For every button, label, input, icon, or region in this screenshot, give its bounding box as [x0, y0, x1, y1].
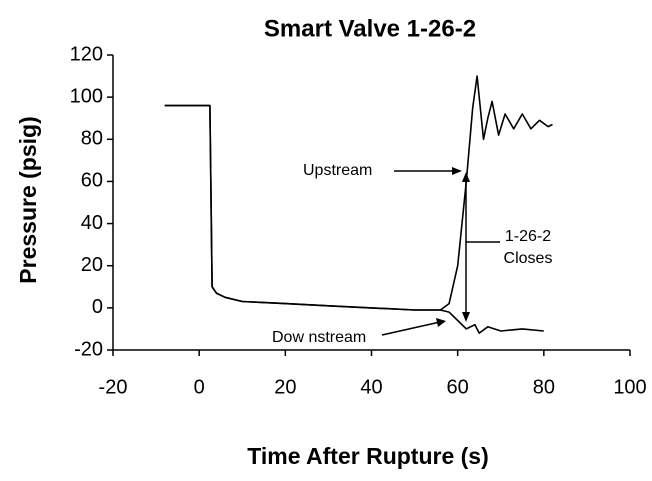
y-tick-label: 80 [81, 128, 103, 150]
x-tick-label: 40 [360, 376, 382, 398]
y-tick-label: -20 [74, 338, 103, 360]
x-tick-label: -20 [99, 376, 128, 398]
arrow-head [452, 167, 462, 175]
annotation: Closes [504, 250, 553, 267]
y-axis-label: Pressure (psig) [15, 116, 41, 283]
x-axis-label: Time After Rupture (s) [247, 443, 489, 469]
annotation: Upstream [303, 162, 372, 179]
x-tick-label: 80 [533, 376, 555, 398]
annotation: Dow nstream [272, 329, 366, 346]
y-tick-label: 100 [70, 85, 103, 107]
x-tick-label: 100 [613, 376, 646, 398]
arrow-head [436, 318, 446, 327]
y-tick-label: 60 [81, 170, 103, 192]
y-tick-label: 120 [70, 43, 103, 65]
arrow [381, 321, 441, 336]
y-tick-label: 40 [81, 212, 103, 234]
chart-title: Smart Valve 1-26-2 [264, 15, 476, 42]
y-tick-label: 0 [92, 296, 103, 318]
x-tick-label: 20 [274, 376, 296, 398]
x-tick-label: 60 [447, 376, 469, 398]
arrow-head [462, 312, 470, 322]
y-tick-label: 20 [81, 254, 103, 276]
x-tick-label: 0 [194, 376, 205, 398]
series-line [164, 75, 553, 311]
series-line [164, 104, 544, 334]
annotation: 1-26-2 [505, 228, 551, 245]
